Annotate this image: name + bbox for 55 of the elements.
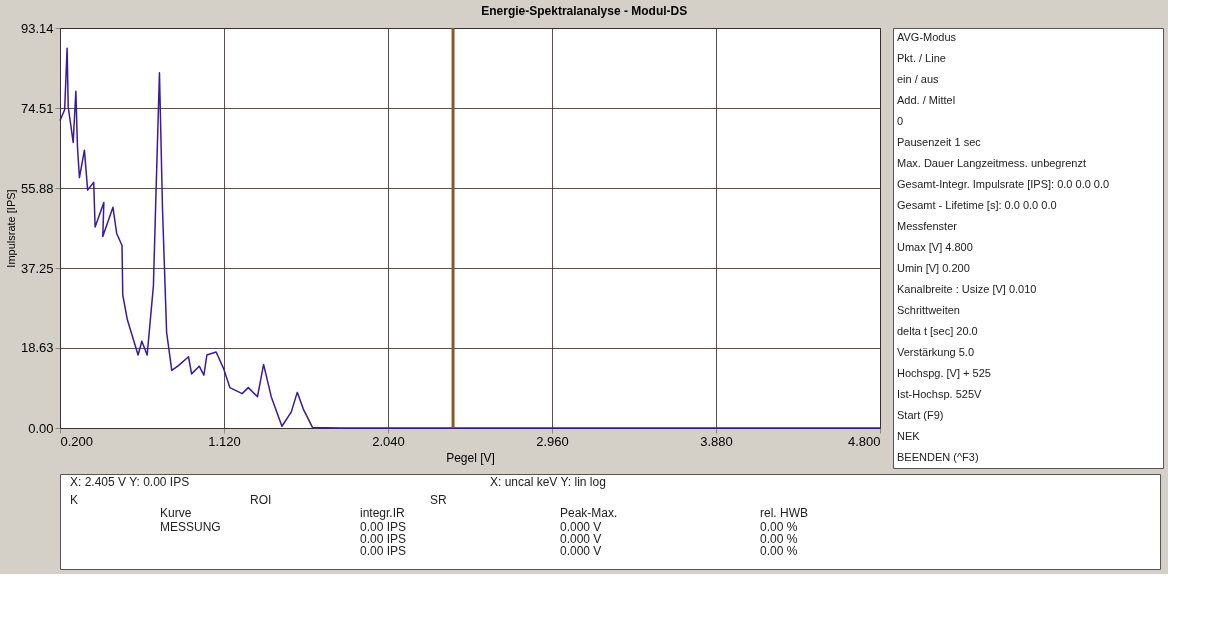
y-tick-label: 93.14 [20,20,54,36]
text: 0.000 V [560,532,602,547]
text: rel. HWB [760,506,808,521]
text: 0.00 % [760,544,798,559]
x-tick-label: 2.960 [536,433,569,449]
x-axis-title: Pegel [V] [446,450,495,465]
y-axis-title: Impulsrate [IPS] [4,189,17,268]
text: Max. Dauer Langzeitmess. unbegrenzt [897,157,1086,170]
text: Verstärkung 5.0 [897,345,975,358]
x-tick-label: 0.200 [60,433,94,449]
chart-title: Energie-Spektralanalyse - Modul-DS [481,3,688,18]
text: Peak-Max. [560,506,618,521]
text: SR [430,492,447,507]
text: Messfenster [897,220,958,233]
text: Kurve [160,506,192,521]
text: Gesamt-Integr. Impulsrate [IPS]: 0.0 0.0 0.0 [897,178,1110,191]
y-tick-label: 55.88 [20,180,54,196]
text: Hochspg. [V] + 525 [897,366,991,379]
text: Kanalbreite : Usize [V] 0.010 [897,282,1037,295]
text: Start (F9) [897,408,944,421]
text: 0.000 V [560,544,602,559]
text: K [70,492,79,507]
x-tick-label: 1.120 [208,433,241,449]
text: MESSUNG [160,519,221,534]
y-tick-label: 0.00 [28,420,54,436]
text: Gesamt - Lifetime [s]: 0.0 0.0 0.0 [897,199,1057,212]
text: BEENDEN (^F3) [897,450,979,463]
text: Ist-Hochsp. 525V [897,387,983,400]
text: 0.00 IPS [360,532,407,547]
y-tick-label: 37.25 [20,260,54,276]
x-tick-label: 4.800 [847,433,881,449]
text: delta t [sec] 20.0 [897,324,978,337]
x-tick-label: 2.040 [372,433,405,449]
text: Add. / Mittel [897,94,956,107]
text: 0.00 IPS [360,544,407,559]
text: X: 2.405 V Y: 0.00 IPS [70,475,190,490]
text: NEK [897,429,921,442]
text: integr.IR [360,506,406,521]
text: Schrittweiten [897,303,960,316]
x-tick-label: 3.880 [700,433,733,449]
text: 0.00 % [760,532,798,547]
text: X: uncal keV Y: lin log [490,475,606,490]
y-tick-label: 74.51 [20,100,54,116]
text: Pkt. / Line [897,52,946,65]
text: AVG-Modus [897,31,957,44]
y-tick-label: 18.63 [20,340,54,356]
text: 0.000 V [560,519,602,534]
text: 0 [897,115,904,128]
text: ROI [250,492,272,507]
text: 0.00 IPS [360,519,407,534]
text: Pausenzeit 1 sec [897,136,982,149]
text: 0.00 % [760,519,798,534]
text: ein / aus [897,73,940,86]
text: Umax [V] 4.800 [897,241,973,253]
text: Umin [V] 0.200 [897,261,970,274]
